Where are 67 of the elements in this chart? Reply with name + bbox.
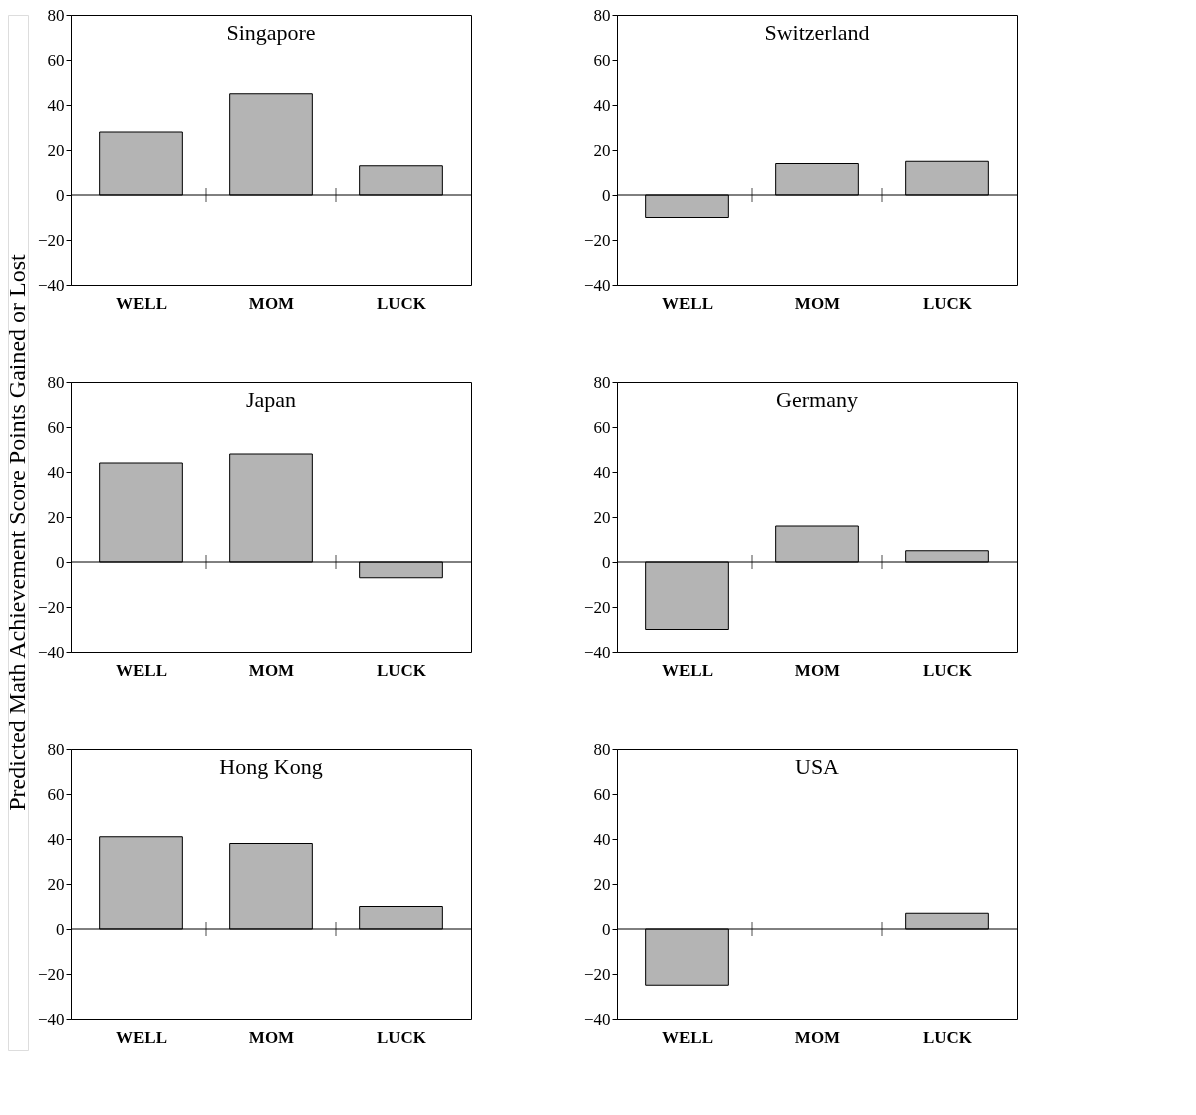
chart-title: Singapore: [226, 20, 316, 45]
chart-title: Germany: [776, 387, 858, 412]
y-tick-label: 20: [593, 140, 611, 160]
y-tick-label: 0: [56, 185, 65, 205]
y-tick-label: 40: [593, 829, 611, 849]
x-tick-label: MOM: [248, 293, 295, 313]
y-tick-label: 80: [47, 739, 65, 759]
y-tick-label: 0: [602, 919, 611, 939]
y-tick-label: 0: [602, 552, 611, 572]
x-tick-label: MOM: [794, 293, 841, 313]
y-tick-label: 60: [593, 784, 611, 804]
y-tick-label: −20: [583, 964, 611, 984]
y-tick-label: 60: [47, 50, 65, 70]
y-tick-label: 60: [47, 417, 65, 437]
y-tick-label: −40: [37, 642, 65, 662]
y-tick-label: −40: [583, 642, 611, 662]
y-tick-label: 80: [593, 5, 611, 25]
chart-title: Hong Kong: [219, 754, 323, 779]
x-tick-label: LUCK: [376, 293, 427, 313]
y-axis-title: Predicted Math Achievement Score Points Gained or Lost: [4, 253, 30, 811]
y-tick-label: −40: [583, 275, 611, 295]
y-tick-label: 20: [593, 874, 611, 894]
y-tick-label: 80: [593, 372, 611, 392]
y-tick-label: 40: [593, 462, 611, 482]
y-tick-label: −20: [37, 964, 65, 984]
y-tick-label: −40: [583, 1009, 611, 1029]
x-tick-label: WELL: [115, 660, 168, 680]
y-tick-label: 80: [47, 5, 65, 25]
y-tick-label: 40: [47, 95, 65, 115]
chart-title: USA: [794, 754, 840, 779]
chart-title: Japan: [245, 387, 297, 412]
y-tick-label: 40: [47, 462, 65, 482]
y-tick-label: −20: [583, 597, 611, 617]
x-tick-label: LUCK: [376, 1027, 427, 1047]
x-tick-label: WELL: [115, 293, 168, 313]
y-tick-label: 60: [47, 784, 65, 804]
x-tick-label: MOM: [794, 660, 841, 680]
y-tick-label: −40: [37, 1009, 65, 1029]
y-tick-label: 40: [47, 829, 65, 849]
y-tick-label: −20: [583, 230, 611, 250]
y-tick-label: 20: [47, 507, 65, 527]
x-tick-label: LUCK: [922, 1027, 973, 1047]
y-tick-label: −20: [37, 597, 65, 617]
y-tick-label: 60: [593, 417, 611, 437]
x-tick-label: MOM: [794, 1027, 841, 1047]
y-tick-label: 40: [593, 95, 611, 115]
y-tick-label: 20: [593, 507, 611, 527]
x-tick-label: LUCK: [922, 293, 973, 313]
y-tick-label: −20: [37, 230, 65, 250]
y-tick-label: 20: [47, 140, 65, 160]
y-tick-label: 60: [593, 50, 611, 70]
y-tick-label: 20: [47, 874, 65, 894]
x-tick-label: WELL: [661, 293, 714, 313]
x-tick-label: WELL: [661, 1027, 714, 1047]
x-tick-label: WELL: [661, 660, 714, 680]
y-tick-label: −40: [37, 275, 65, 295]
y-tick-label: 0: [602, 185, 611, 205]
y-tick-label: 80: [593, 739, 611, 759]
x-tick-label: MOM: [248, 1027, 295, 1047]
x-tick-label: LUCK: [922, 660, 973, 680]
x-tick-label: WELL: [115, 1027, 168, 1047]
y-tick-label: 0: [56, 919, 65, 939]
y-tick-label: 80: [47, 372, 65, 392]
x-tick-label: MOM: [248, 660, 295, 680]
y-tick-label: 0: [56, 552, 65, 572]
chart-title: Switzerland: [764, 20, 870, 45]
x-tick-label: LUCK: [376, 660, 427, 680]
